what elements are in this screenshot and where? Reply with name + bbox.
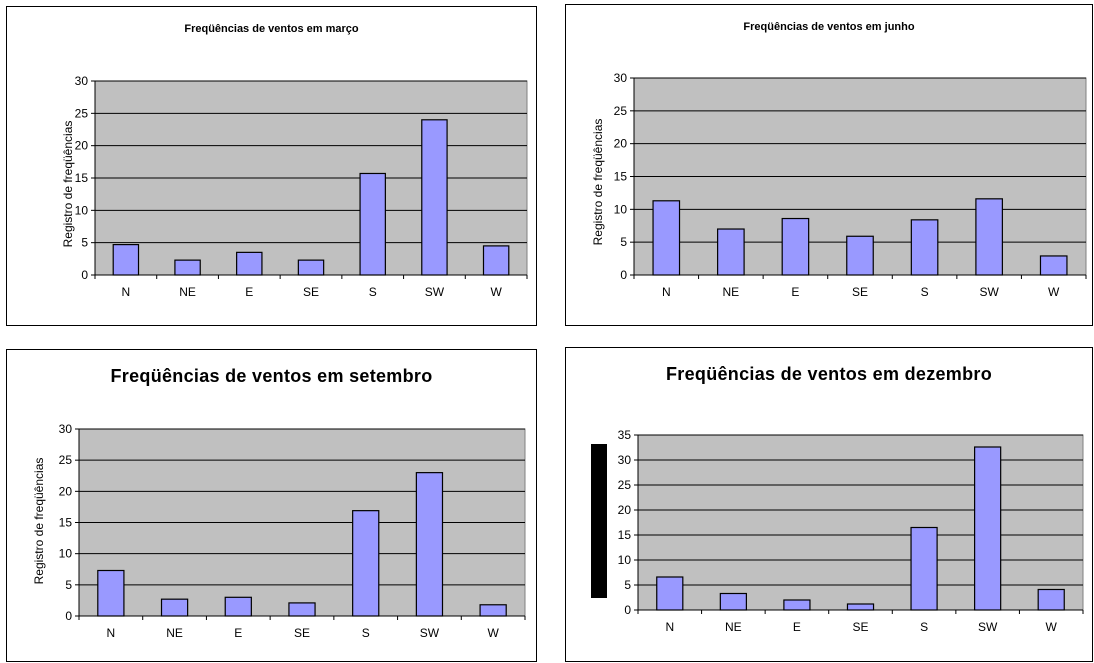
bar-e: [781, 217, 810, 276]
y-tick-label: 5: [65, 578, 72, 592]
y-tick-label: 30: [59, 422, 73, 436]
x-tick-label: S: [369, 285, 377, 299]
bar-w: [479, 604, 507, 617]
x-tick-label: SE: [303, 285, 319, 299]
y-axis-label-redacted: [591, 444, 607, 598]
x-tick-label: N: [662, 285, 671, 299]
bar-ne: [717, 228, 745, 276]
bar-n: [652, 200, 681, 276]
bar-sw: [421, 119, 448, 276]
bar-s: [910, 219, 939, 276]
bar-n: [97, 569, 125, 617]
x-tick-label: SE: [852, 620, 868, 634]
y-tick-label: 0: [65, 609, 72, 623]
chart-title: Freqüências de ventos em junho: [743, 21, 915, 33]
chart-panel-dezembro: Freqüências de ventos em dezembro 0 5 10 15…: [565, 347, 1093, 662]
chart-panel-setembro: Freqüências de ventos em setembro Regist…: [6, 349, 537, 662]
chart-title: Freqüências de ventos em dezembro: [666, 364, 992, 384]
chart-panel-marco: Freqüências de ventos em março Registro …: [6, 6, 537, 326]
y-tick-label: 20: [614, 137, 628, 151]
y-tick-label: 10: [618, 553, 632, 567]
bar-n: [112, 244, 140, 276]
bar-se: [288, 602, 316, 617]
y-tick-label: 0: [624, 603, 631, 617]
bar-sw: [975, 198, 1003, 276]
x-tick-label: NE: [179, 285, 196, 299]
chart-title: Freqüências de ventos em setembro: [110, 366, 433, 386]
x-tick-label: SE: [294, 626, 310, 640]
x-tick-label: W: [1046, 620, 1058, 634]
plot-area: [637, 434, 1084, 611]
y-tick-label: 20: [75, 139, 89, 153]
y-tick-label: 15: [618, 528, 632, 542]
bar-se: [297, 259, 325, 276]
x-tick-label: SE: [852, 285, 868, 299]
x-tick-label: S: [920, 620, 928, 634]
y-tick-label: 25: [75, 106, 89, 120]
bar-w: [482, 245, 510, 276]
chart-svg: 0 5 10 15 20 25 30 N NE E SE S SW W: [59, 422, 526, 640]
x-tick-label: N: [665, 620, 674, 634]
x-tick-label: N: [107, 626, 116, 640]
y-tick-label: 20: [59, 484, 73, 498]
y-tick-label: 25: [618, 478, 632, 492]
y-tick-label: 10: [614, 202, 628, 216]
x-tick-label: SW: [978, 620, 998, 634]
chart-title: Freqüências de ventos em março: [184, 23, 359, 35]
x-tick-label: NE: [723, 285, 740, 299]
y-tick-label: 10: [59, 547, 73, 561]
y-tick-label: 0: [620, 268, 627, 282]
y-tick-label: 15: [614, 170, 628, 184]
bar-s: [359, 172, 386, 276]
y-tick-label: 15: [75, 171, 89, 185]
bar-se: [846, 603, 875, 611]
y-tick-label: 35: [618, 428, 632, 442]
chart-svg: 0 5 10 15 20 25 30 N NE E SE S SW W: [75, 74, 528, 299]
y-tick-label: 10: [75, 203, 89, 217]
bar-w: [1039, 255, 1068, 276]
x-tick-label: S: [362, 626, 370, 640]
bar-ne: [719, 592, 747, 611]
bar-sw: [415, 472, 444, 617]
y-tick-label: 5: [620, 235, 627, 249]
bar-w: [1037, 588, 1065, 611]
x-tick-label: N: [122, 285, 131, 299]
bar-sw: [974, 446, 1002, 611]
y-tick-label: 5: [624, 578, 631, 592]
x-tick-label: W: [1048, 285, 1060, 299]
bar-ne: [160, 598, 189, 617]
x-tick-label: NE: [166, 626, 183, 640]
bar-e: [224, 596, 252, 617]
x-tick-label: W: [490, 285, 502, 299]
y-tick-label: 30: [618, 453, 632, 467]
x-tick-label: E: [245, 285, 253, 299]
y-tick-label: 25: [614, 104, 628, 118]
bar-s: [352, 510, 380, 617]
x-tick-label: E: [793, 620, 801, 634]
chart-svg: 0 5 10 15 20 25 30 35 N NE E SE S SW W: [618, 428, 1084, 634]
x-tick-label: E: [234, 626, 242, 640]
x-tick-label: W: [487, 626, 499, 640]
x-tick-label: S: [921, 285, 929, 299]
x-tick-label: E: [791, 285, 799, 299]
y-tick-label: 0: [81, 268, 88, 282]
x-tick-label: SW: [425, 285, 445, 299]
bar-e: [783, 599, 811, 611]
x-tick-label: SW: [979, 285, 999, 299]
y-tick-label: 25: [59, 453, 73, 467]
bar-e: [236, 251, 263, 276]
x-tick-label: SW: [420, 626, 440, 640]
y-tick-label: 30: [614, 71, 628, 85]
y-tick-label: 15: [59, 516, 73, 530]
bar-n: [656, 576, 684, 611]
y-tick-label: 5: [81, 236, 88, 250]
x-tick-label: NE: [725, 620, 742, 634]
bar-s: [910, 526, 938, 611]
bar-ne: [174, 259, 201, 276]
chart-panel-junho: Freqüências de ventos em junho Registro …: [565, 4, 1093, 326]
y-tick-label: 30: [75, 74, 89, 88]
y-tick-label: 20: [618, 503, 632, 517]
bar-se: [846, 235, 874, 276]
chart-svg: 0 5 10 15 20 25 30 N NE E SE S SW W: [614, 71, 1087, 299]
